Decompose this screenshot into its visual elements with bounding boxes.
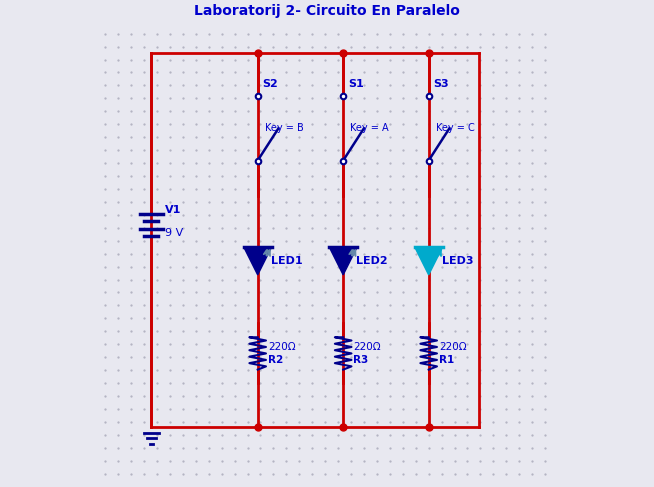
Text: LED1: LED1 bbox=[271, 256, 302, 266]
Text: R1: R1 bbox=[439, 356, 454, 365]
Text: 220Ω: 220Ω bbox=[439, 341, 466, 352]
Text: S3: S3 bbox=[434, 79, 449, 89]
Text: LED2: LED2 bbox=[356, 256, 388, 266]
Text: 220Ω: 220Ω bbox=[353, 341, 381, 352]
Polygon shape bbox=[244, 247, 271, 275]
Text: LED3: LED3 bbox=[441, 256, 473, 266]
Text: S2: S2 bbox=[262, 79, 278, 89]
Text: Key = B: Key = B bbox=[265, 123, 303, 133]
Text: Key = A: Key = A bbox=[350, 123, 388, 133]
Text: 9 V: 9 V bbox=[165, 228, 184, 238]
Text: S1: S1 bbox=[348, 79, 364, 89]
Title: Laboratorij 2- Circuito En Paralelo: Laboratorij 2- Circuito En Paralelo bbox=[194, 4, 460, 18]
Text: Key = C: Key = C bbox=[436, 123, 474, 133]
Text: R2: R2 bbox=[268, 356, 283, 365]
Text: R3: R3 bbox=[353, 356, 369, 365]
Text: 220Ω: 220Ω bbox=[268, 341, 296, 352]
Polygon shape bbox=[415, 247, 443, 275]
Polygon shape bbox=[330, 247, 357, 275]
Text: V1: V1 bbox=[165, 205, 182, 215]
